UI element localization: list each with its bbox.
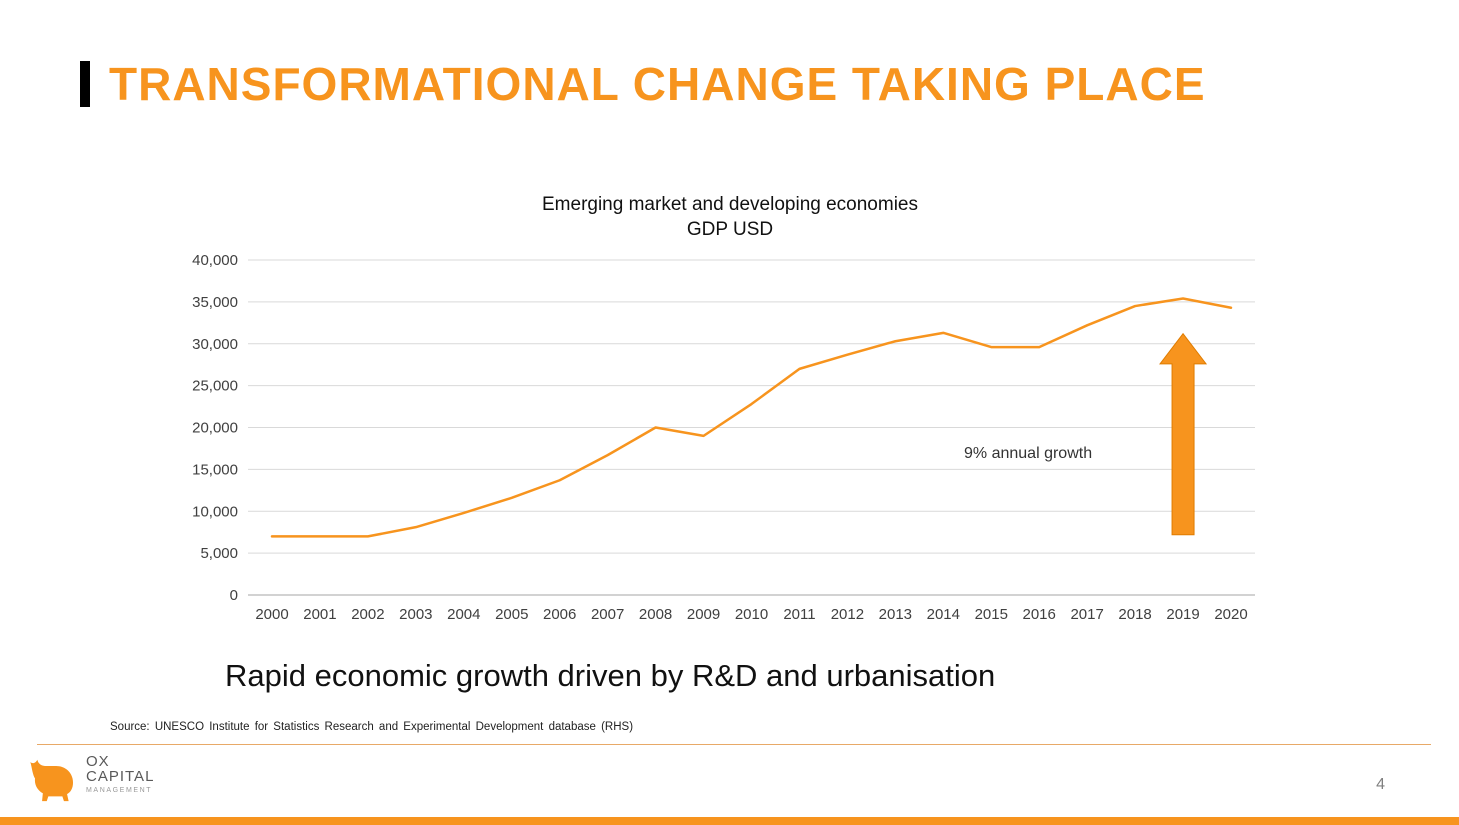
y-tick-label: 30,000	[192, 336, 238, 353]
x-tick-label: 2008	[639, 606, 672, 623]
slide-subtitle: Rapid economic growth driven by R&D and …	[225, 658, 996, 693]
logo-text: OX CAPITAL MANAGEMENT	[86, 754, 154, 795]
page-title: TRANSFORMATIONAL CHANGE TAKING PLACE	[109, 58, 1206, 110]
x-tick-label: 2006	[543, 606, 576, 623]
y-tick-label: 20,000	[192, 420, 238, 437]
x-tick-label: 2018	[1118, 606, 1151, 623]
page-number: 4	[1376, 776, 1385, 793]
x-tick-label: 2011	[783, 606, 815, 623]
x-tick-label: 2002	[351, 606, 384, 623]
gdp-line-chart: Emerging market and developing economies…	[180, 192, 1280, 630]
x-tick-label: 2001	[303, 606, 336, 623]
y-tick-label: 0	[230, 587, 238, 604]
chart-subtitle: GDP USD	[686, 219, 774, 240]
footer-divider	[37, 744, 1431, 745]
x-tick-label: 2017	[1070, 606, 1103, 623]
growth-arrow-icon	[1159, 332, 1208, 536]
logo-line-management: MANAGEMENT	[86, 787, 153, 794]
x-tick-label: 2019	[1166, 606, 1199, 623]
x-tick-label: 2003	[399, 606, 432, 623]
logo-line-ox: OX	[86, 753, 110, 770]
x-tick-label: 2010	[735, 606, 768, 623]
ox-capital-logo: OX CAPITAL MANAGEMENT	[28, 754, 154, 806]
logo-line-capital: CAPITAL	[86, 768, 155, 785]
line-chart-canvas: 0 5,000 10,000 15,000 20,000 25,000 30,000 35,0…	[192, 252, 1255, 623]
y-tick-label: 35,000	[192, 294, 238, 311]
x-tick-label: 2004	[447, 606, 480, 623]
source-note: Source: UNESCO Institute for Statistics …	[110, 721, 634, 733]
chart-title: Emerging market and developing economies	[542, 194, 918, 215]
growth-annotation: 9% annual growth	[964, 445, 1092, 462]
x-tick-label: 2007	[591, 606, 624, 623]
x-tick-label: 2020	[1214, 606, 1247, 623]
x-tick-label: 2005	[495, 606, 528, 623]
x-tick-label: 2014	[927, 606, 960, 623]
y-tick-label: 15,000	[192, 461, 238, 478]
gdp-series-line	[270, 297, 1233, 538]
title-accent-bar	[80, 61, 90, 107]
y-tick-label: 25,000	[192, 378, 238, 395]
bottom-accent-bar	[0, 817, 1459, 825]
y-tick-label: 10,000	[192, 503, 238, 520]
x-tick-label: 2012	[831, 606, 864, 623]
x-tick-label: 2000	[255, 606, 288, 623]
x-tick-label: 2015	[975, 606, 1008, 623]
x-tick-label: 2009	[687, 606, 720, 623]
slide-header: TRANSFORMATIONAL CHANGE TAKING PLACE	[80, 57, 1206, 111]
x-tick-label: 2016	[1023, 606, 1056, 623]
y-tick-label: 40,000	[192, 252, 238, 269]
bull-icon	[30, 759, 74, 802]
x-tick-label: 2013	[879, 606, 912, 623]
y-tick-label: 5,000	[200, 545, 238, 562]
